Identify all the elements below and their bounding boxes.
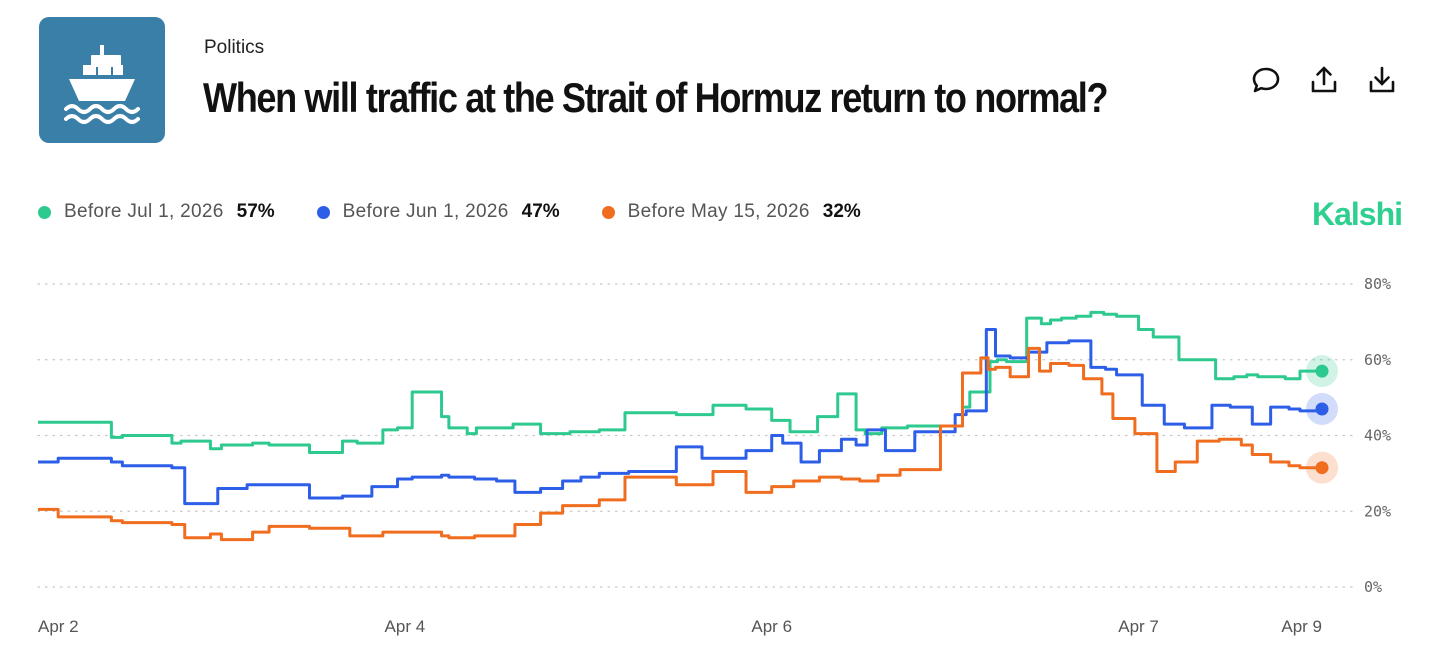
y-tick-label: 60% (1364, 351, 1391, 369)
legend-label: Before May 15, 2026 (627, 201, 810, 222)
cargo-ship-icon (64, 45, 140, 124)
comment-button[interactable] (1250, 64, 1282, 96)
x-tick-label: Apr 9 (1281, 617, 1322, 636)
endpoint-dot-may-15[interactable] (1315, 461, 1329, 475)
legend-dot-jul-1 (38, 205, 51, 219)
legend-dot-jun-1 (316, 205, 330, 219)
x-tick-label: Apr 2 (38, 617, 79, 636)
market-logo (39, 17, 165, 143)
legend-value: 47% (521, 201, 560, 222)
chart-legend: Before Jul 1, 2026 57% Before Jun 1, 202… (38, 201, 903, 223)
legend-label: Before Jul 1, 2026 (64, 201, 224, 222)
header-actions (1250, 64, 1398, 96)
download-button[interactable] (1366, 64, 1398, 96)
legend-label: Before Jun 1, 2026 (342, 201, 509, 222)
legend-item-jul-1[interactable]: Before Jul 1, 2026 57% (38, 201, 275, 223)
chart-series (38, 310, 1338, 542)
kalshi-brand-logo[interactable]: Kalshi (1311, 196, 1403, 232)
x-tick-label: Apr 4 (385, 617, 426, 636)
market-category[interactable]: Politics (204, 37, 265, 58)
legend-value: 57% (236, 201, 275, 222)
legend-value: 32% (822, 201, 861, 222)
speech-bubble-icon (1252, 67, 1280, 93)
x-tick-label: Apr 6 (751, 617, 792, 636)
y-tick-label: 20% (1364, 502, 1391, 520)
legend-item-jun-1[interactable]: Before Jun 1, 2026 47% (316, 201, 560, 223)
chart-grid (37, 283, 1353, 588)
legend-dot-may-15 (601, 205, 615, 219)
series-line-jul-1[interactable] (38, 310, 1322, 455)
page-title: When will traffic at the Strait of Hormu… (203, 74, 1109, 121)
download-icon (1369, 66, 1395, 93)
x-tick-label: Apr 7 (1118, 617, 1159, 636)
series-line-may-15[interactable] (38, 346, 1322, 542)
series-line-jun-1[interactable] (38, 327, 1324, 506)
chart-axes: 80% 60% 40% 20% 0% Apr 2 Apr 4 Apr 6 Apr 7 Apr 9 (38, 275, 1391, 636)
y-tick-label: 40% (1364, 427, 1391, 445)
upload-icon (1311, 66, 1337, 93)
share-button[interactable] (1308, 64, 1340, 96)
endpoint-dot-jul-1[interactable] (1315, 364, 1329, 378)
y-tick-label: 0% (1364, 578, 1382, 596)
endpoint-dot-jun-1[interactable] (1315, 402, 1329, 416)
legend-item-may-15[interactable]: Before May 15, 2026 32% (601, 201, 861, 223)
y-tick-label: 80% (1364, 275, 1391, 293)
